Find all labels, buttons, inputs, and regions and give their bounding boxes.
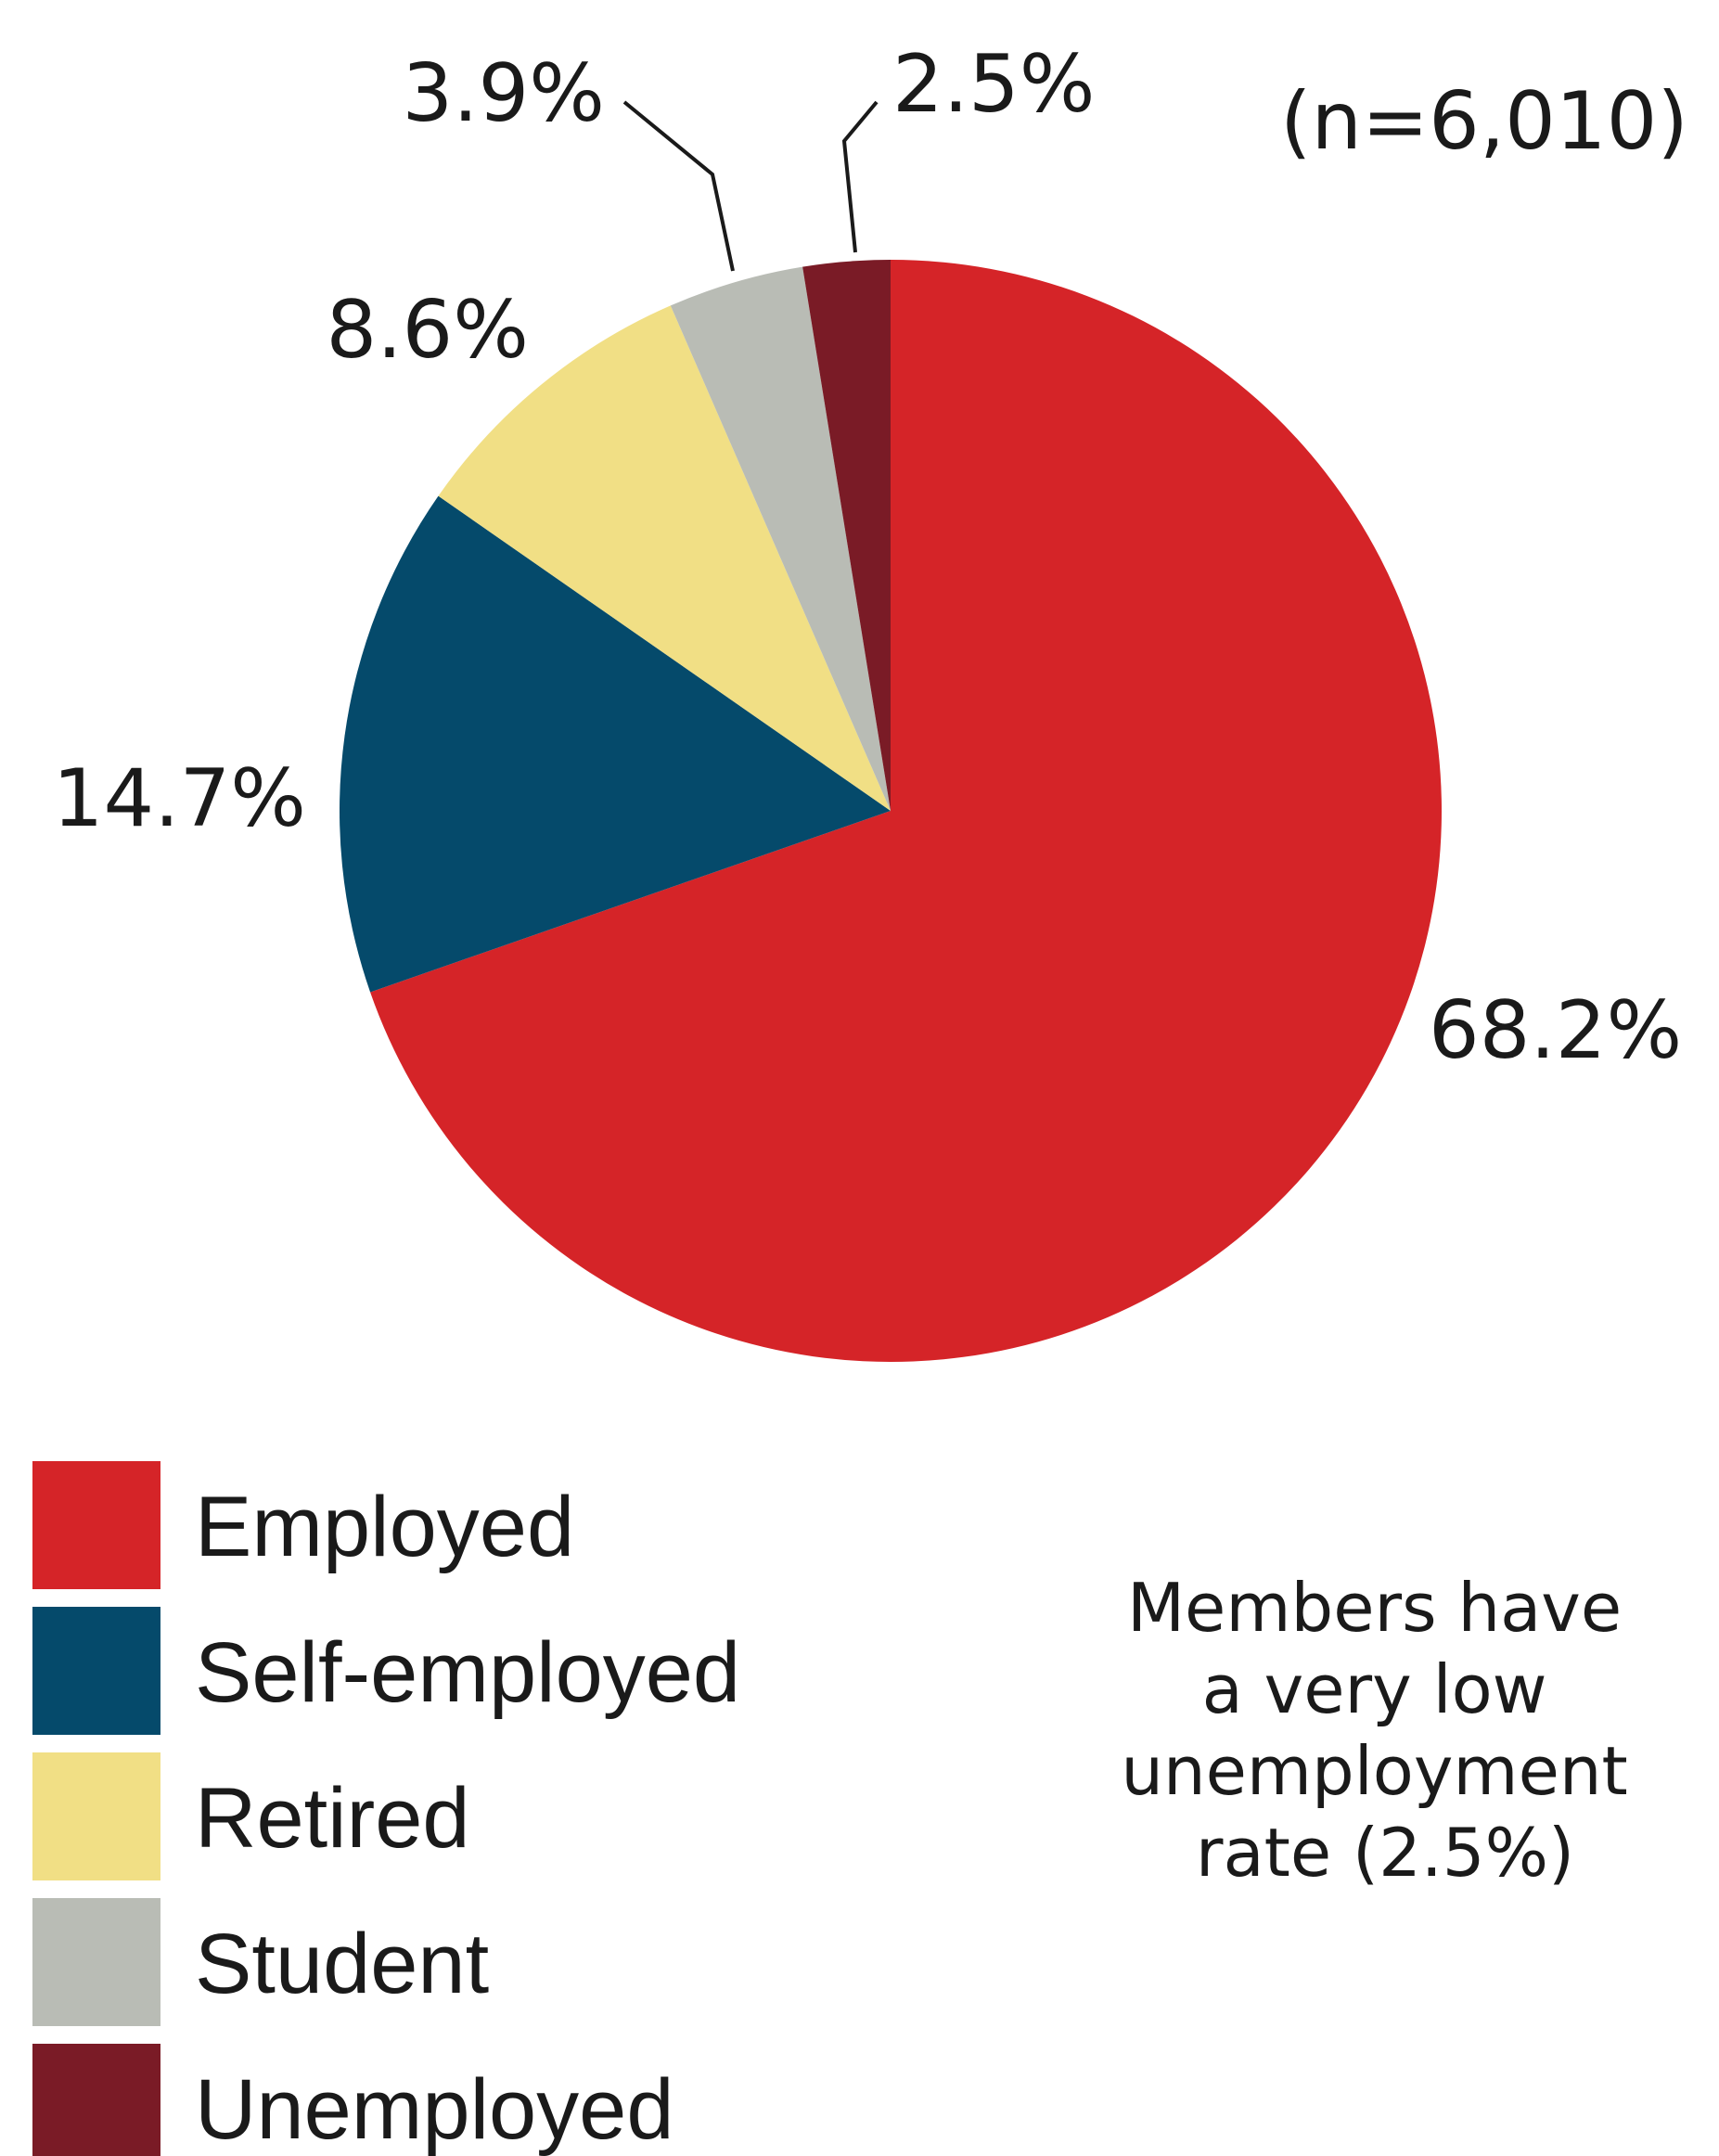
legend-label-unemployed: Unemployed <box>195 2062 674 2156</box>
legend: Employed Self-employed Retired Student Unemp… <box>32 1461 740 2156</box>
legend-item-self-employed: Self-employed <box>32 1607 740 1735</box>
slice-value-labels: 68.2% 14.7% 8.6% 3.9% 2.5% <box>53 38 1682 1077</box>
legend-label-employed: Employed <box>195 1480 574 1574</box>
slice-unemployed <box>802 260 891 811</box>
slice-employed <box>370 260 1442 1362</box>
value-label-employed: 68.2% <box>1429 984 1682 1077</box>
leader-line-student <box>622 100 735 272</box>
annotation-note: Members have a very low unemployment rat… <box>1121 1569 1648 1892</box>
legend-swatch-student <box>32 1898 160 2026</box>
annotation-line-1: Members have <box>1127 1569 1622 1647</box>
value-label-student: 3.9% <box>403 47 606 140</box>
legend-swatch-unemployed <box>32 2044 160 2156</box>
legend-item-student: Student <box>32 1898 489 2026</box>
leader-line-unemployed <box>841 100 879 253</box>
legend-item-unemployed: Unemployed <box>32 2044 674 2156</box>
legend-label-student: Student <box>195 1917 489 2011</box>
legend-item-employed: Employed <box>32 1461 574 1589</box>
annotation-line-4: rate (2.5%) <box>1196 1814 1574 1892</box>
value-label-retired: 8.6% <box>327 284 530 377</box>
annotation-line-3: unemployment <box>1121 1732 1627 1810</box>
leader-lines <box>622 100 879 272</box>
sample-size-label: (n=6,010) <box>1280 75 1688 168</box>
legend-item-retired: Retired <box>32 1752 470 1880</box>
legend-label-self-employed: Self-employed <box>195 1625 740 1720</box>
pie-slices <box>339 260 1442 1362</box>
annotation-line-2: a very low <box>1202 1650 1547 1728</box>
value-label-unemployed: 2.5% <box>892 38 1096 131</box>
slice-self-employed <box>339 495 891 993</box>
legend-label-retired: Retired <box>195 1771 470 1866</box>
legend-swatch-self-employed <box>32 1607 160 1735</box>
value-label-self-employed: 14.7% <box>53 752 306 845</box>
slice-student <box>670 266 891 812</box>
legend-swatch-employed <box>32 1461 160 1589</box>
slice-retired <box>438 305 891 812</box>
legend-swatch-retired <box>32 1752 160 1880</box>
